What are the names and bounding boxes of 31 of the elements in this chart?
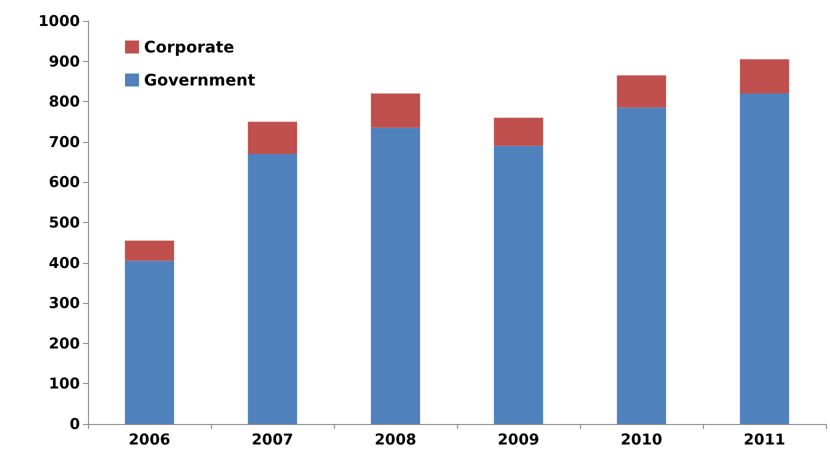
y-tick-label: 300 xyxy=(48,294,80,312)
y-tick-label: 100 xyxy=(48,374,80,393)
legend-label: Corporate xyxy=(144,38,234,56)
bar xyxy=(124,260,174,424)
bar xyxy=(248,154,298,424)
x-tick-label: 2011 xyxy=(744,430,786,448)
bar xyxy=(370,94,420,128)
legend-label: Government xyxy=(144,70,256,90)
bar xyxy=(616,75,666,108)
x-tick-label: 2006 xyxy=(128,430,170,448)
bar xyxy=(248,122,298,154)
y-tick-label: 400 xyxy=(48,254,80,272)
y-tick-label: 1000 xyxy=(38,12,80,30)
x-tick-label: 2010 xyxy=(620,430,662,448)
bar xyxy=(124,240,174,261)
y-tick-label: 0 xyxy=(70,415,80,433)
bar xyxy=(494,118,544,146)
x-tick-label: 2008 xyxy=(374,430,416,448)
y-tick-label: 800 xyxy=(48,92,80,111)
y-tick-label: 900 xyxy=(48,52,80,70)
y-tick-label: 500 xyxy=(48,214,80,232)
bar xyxy=(740,94,790,424)
bar xyxy=(740,59,790,94)
bar xyxy=(616,108,666,424)
bar xyxy=(494,146,544,424)
y-tick-label: 700 xyxy=(48,132,80,151)
y-tick-label: 600 xyxy=(48,173,80,192)
x-tick-label: 2009 xyxy=(498,430,540,448)
x-tick-label: 2007 xyxy=(252,430,294,448)
bar xyxy=(370,128,420,424)
y-tick-label: 200 xyxy=(48,334,80,352)
